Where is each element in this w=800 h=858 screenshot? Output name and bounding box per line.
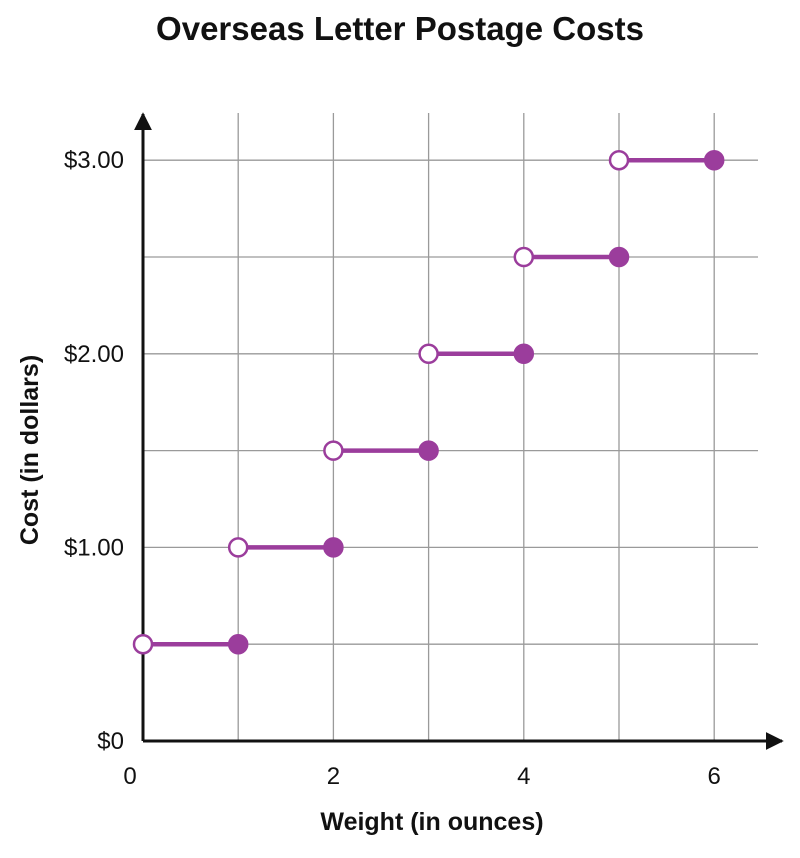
closed-endpoint [608,246,630,268]
x-tick-label: 6 [708,763,721,790]
chart-title: Overseas Letter Postage Costs [156,10,644,47]
closed-endpoint [513,343,535,365]
y-tick-label: $3.00 [64,147,124,174]
closed-endpoint [227,633,249,655]
closed-endpoint [418,440,439,461]
open-endpoint [418,343,439,365]
closed-endpoint [323,537,344,558]
step-series [132,149,725,655]
x-tick-label: 2 [327,763,340,790]
open-endpoint [227,537,249,558]
x-tick-label: 0 [123,763,136,790]
open-endpoint [323,440,344,461]
y-axis-title: Cost (in dollars) [16,355,44,545]
open-endpoint [132,633,154,655]
open-endpoint [513,246,535,268]
tick-labels: 0 2 4 6 $0 $1.00 $2.00 $3.00 [64,147,721,790]
open-endpoint [608,149,630,171]
x-axis-title: Weight (in ounces) [320,808,543,836]
y-tick-label: $2.00 [64,341,124,368]
y-tick-label: $1.00 [64,534,124,561]
closed-endpoint [703,149,725,171]
x-tick-label: 4 [517,763,530,790]
y-tick-label: $0 [97,728,124,755]
